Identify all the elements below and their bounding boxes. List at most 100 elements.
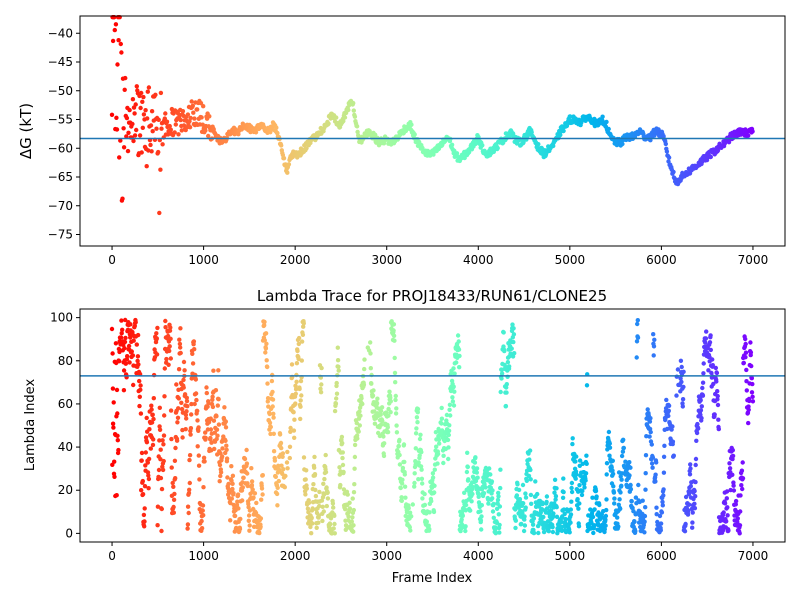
lambda-point xyxy=(548,508,554,513)
lambda-point xyxy=(708,347,713,353)
lambda-point xyxy=(123,361,128,366)
lambda-point xyxy=(722,501,728,506)
lambda-point xyxy=(292,417,297,422)
lambda-point xyxy=(225,475,230,480)
lambda-point xyxy=(644,434,649,439)
lambda-point xyxy=(195,418,200,423)
lambda-point xyxy=(249,479,255,484)
delta-g-point xyxy=(139,150,144,155)
lambda-point xyxy=(210,404,216,410)
delta-g-y-tick-label: −60 xyxy=(48,141,73,155)
delta-g-point xyxy=(203,128,208,133)
lambda-point xyxy=(687,472,693,477)
lambda-point xyxy=(294,361,300,366)
lambda-point xyxy=(412,484,417,489)
lambda-point xyxy=(468,508,473,513)
lambda-point xyxy=(741,360,746,366)
lambda-point xyxy=(146,456,152,462)
lambda-point xyxy=(309,515,314,520)
delta-g-point xyxy=(207,114,212,119)
lambda-point xyxy=(131,338,136,343)
lambda-point xyxy=(699,415,704,421)
lambda-point xyxy=(623,459,628,464)
lambda-point xyxy=(352,482,357,487)
lambda-point xyxy=(171,497,177,502)
delta-g-point xyxy=(529,130,534,135)
lambda-point xyxy=(298,404,303,409)
lambda-point xyxy=(715,393,720,399)
lambda-point xyxy=(675,367,681,372)
lambda-point xyxy=(164,356,169,362)
lambda-point xyxy=(503,403,509,409)
lambda-point xyxy=(749,376,754,381)
lambda-point xyxy=(140,492,146,497)
delta-g-point xyxy=(666,155,672,160)
lambda-point xyxy=(324,485,329,490)
lambda-point xyxy=(274,491,280,497)
lambda-point xyxy=(351,529,356,534)
lambda-point xyxy=(446,456,451,462)
lambda-point xyxy=(270,397,276,402)
lambda-point xyxy=(196,425,201,430)
delta-g-point xyxy=(536,142,541,147)
lambda-point xyxy=(439,405,444,411)
delta-g-point xyxy=(132,133,138,138)
lambda-point xyxy=(583,478,588,483)
lambda-point xyxy=(334,396,339,401)
lambda-point xyxy=(504,390,509,395)
lambda-point xyxy=(544,499,549,505)
lambda-point xyxy=(262,319,267,325)
lambda-point xyxy=(658,528,663,533)
lambda-point xyxy=(743,336,748,342)
lambda-point xyxy=(120,327,125,332)
lambda-point xyxy=(150,412,155,417)
lambda-point xyxy=(259,486,265,491)
delta-g-point xyxy=(666,159,671,164)
lambda-point xyxy=(189,401,194,407)
lambda-point xyxy=(706,368,711,373)
lambda-point xyxy=(628,482,633,488)
lambda-point xyxy=(698,408,704,413)
lambda-point xyxy=(267,411,272,417)
delta-g-point xyxy=(116,38,121,43)
lambda-point xyxy=(397,462,403,467)
lambda-point xyxy=(648,429,653,435)
delta-g-y-tick-label: −50 xyxy=(48,84,73,98)
lambda-point xyxy=(167,348,172,354)
lambda-point xyxy=(154,352,160,357)
lambda-point xyxy=(138,411,144,416)
lambda-point xyxy=(422,491,427,497)
lambda-point xyxy=(183,427,188,432)
lambda-point xyxy=(145,460,150,465)
lambda-point xyxy=(185,522,191,527)
lambda-point xyxy=(546,529,551,534)
lambda-point xyxy=(703,340,708,345)
lambda-point xyxy=(213,388,219,393)
lambda-point xyxy=(447,402,453,407)
lambda-point xyxy=(604,472,609,477)
lambda-point xyxy=(649,442,654,447)
lambda-point xyxy=(412,471,417,476)
lambda-point xyxy=(726,528,731,533)
lambda-point xyxy=(402,484,408,489)
lambda-point xyxy=(193,377,198,382)
lambda-point xyxy=(161,442,166,447)
lambda-point xyxy=(109,326,115,332)
lambda-point xyxy=(435,461,440,466)
delta-g-point xyxy=(285,170,290,175)
lambda-point xyxy=(642,519,647,524)
lambda-point xyxy=(569,480,575,486)
lambda-point xyxy=(452,371,457,376)
lambda-point xyxy=(596,522,601,528)
lambda-point xyxy=(653,472,658,477)
lambda-point xyxy=(110,351,115,356)
lambda-point xyxy=(487,466,492,471)
lambda-point xyxy=(529,501,534,506)
lambda-point xyxy=(528,492,534,498)
lambda-point xyxy=(414,426,419,431)
lambda-point xyxy=(612,501,617,506)
lambda-point xyxy=(123,335,128,341)
lambda-point xyxy=(340,450,345,455)
lambda-point xyxy=(643,453,649,458)
lambda-point xyxy=(584,453,589,458)
